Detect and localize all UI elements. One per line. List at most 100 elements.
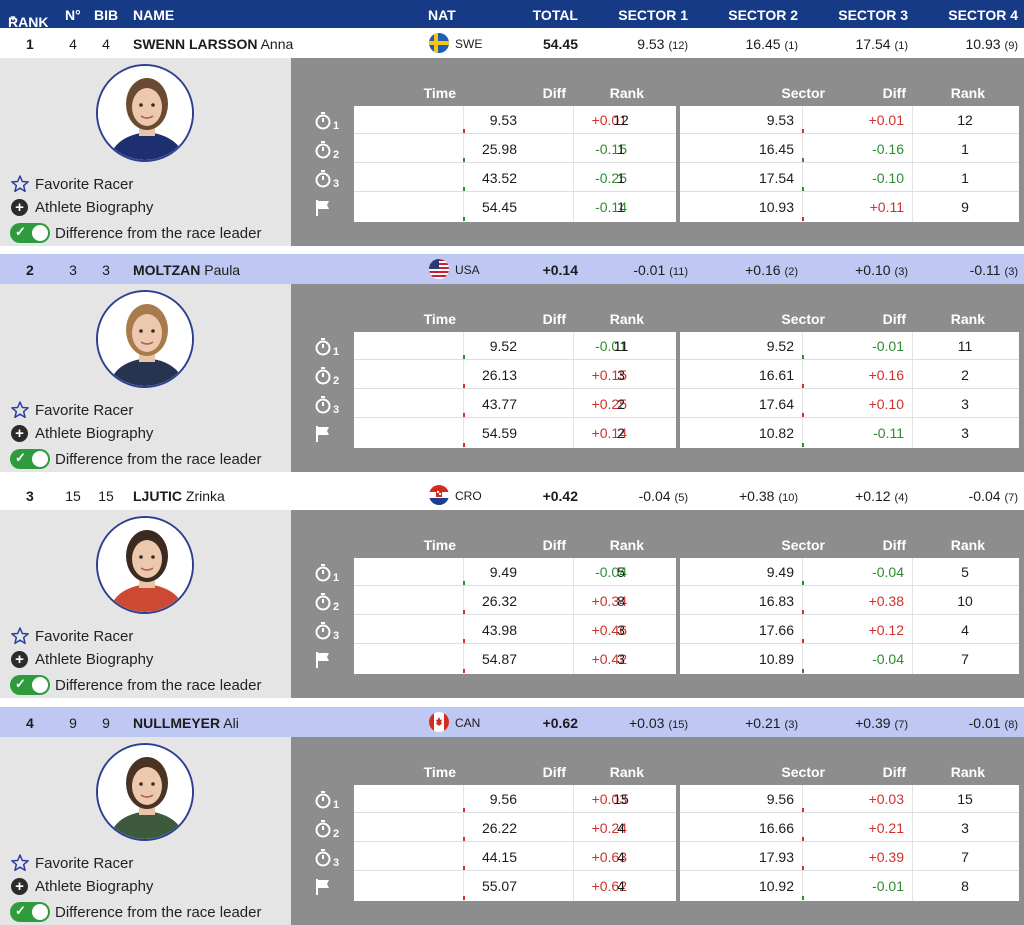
- name-column-header: NAME: [133, 7, 175, 23]
- difference-toggle-option[interactable]: ✓ Difference from the race leader: [10, 675, 262, 695]
- racer-rank: 3: [26, 488, 34, 504]
- split-number: 3: [333, 857, 340, 869]
- sector-rank: 11: [957, 338, 973, 354]
- racer-bib: 15: [98, 488, 114, 504]
- sector1-value: +0.03 (15): [629, 715, 688, 731]
- sector4-time: -0.11: [969, 262, 1001, 278]
- sector2-value: 16.45 (1): [746, 36, 799, 52]
- racer-name[interactable]: LJUTIC Zrinka: [133, 488, 225, 504]
- sector-time: 10.93: [758, 199, 794, 215]
- difference-toggle-option[interactable]: ✓ Difference from the race leader: [10, 223, 262, 243]
- country-flag-icon: [429, 712, 449, 732]
- sector-diff: -0.04: [872, 651, 904, 667]
- stopwatch-icon: 2: [315, 139, 343, 163]
- sector1-time: +0.03: [629, 715, 665, 731]
- sector-diff: -0.16: [872, 141, 904, 157]
- racer-summary-row[interactable]: 1 4 4 SWENN LARSSON Anna SWE 54.45 9.53 (12) 16.…: [0, 28, 1024, 58]
- sector-diff: +0.10: [868, 396, 904, 412]
- split-rank: 8: [617, 593, 625, 609]
- athlete-biography-link[interactable]: + Athlete Biography: [10, 425, 153, 442]
- stopwatch-icon: 3: [315, 847, 343, 871]
- racer-name[interactable]: NULLMEYER Ali: [133, 715, 239, 731]
- sector-row: 16.66 +0.21 3: [680, 814, 1019, 842]
- toggle-icon[interactable]: ✓: [10, 223, 50, 243]
- sector-column-header: Sector: [781, 764, 825, 780]
- stopwatch-icon: 2: [315, 365, 343, 389]
- sector-time: 17.66: [758, 622, 794, 638]
- split-time: 26.32: [481, 593, 517, 609]
- athlete-photo: [96, 64, 194, 162]
- star-icon: [11, 854, 29, 872]
- sector2-time: +0.21: [745, 715, 781, 731]
- racer-detail-panel: Favorite Racer + Athlete Biography ✓ Differe…: [0, 737, 1024, 925]
- split-rank: 3: [617, 622, 625, 638]
- racer-number: 9: [69, 715, 77, 731]
- difference-toggle-option[interactable]: ✓ Difference from the race leader: [10, 449, 262, 469]
- sector-time: 16.83: [758, 593, 794, 609]
- favorite-racer-button[interactable]: Favorite Racer: [10, 853, 133, 873]
- sector1-time: -0.01: [633, 262, 666, 278]
- racer-summary-row[interactable]: 4 9 9 NULLMEYER Ali CAN +0.62 +0.03 (15) +0.21 (3…: [0, 707, 1024, 737]
- difference-toggle-option[interactable]: ✓ Difference from the race leader: [10, 902, 262, 922]
- toggle-icon[interactable]: ✓: [10, 449, 50, 469]
- racer-nation: CRO: [455, 489, 482, 503]
- sector3-time: +0.12: [855, 488, 891, 504]
- athlete-biography-link[interactable]: + Athlete Biography: [10, 878, 153, 895]
- sector3-time: +0.10: [855, 262, 891, 278]
- stopwatch-icon: 3: [315, 620, 343, 644]
- sector2-value: +0.21 (3): [745, 715, 798, 731]
- diff-marker: [802, 443, 804, 447]
- sector-diff: +0.39: [868, 849, 904, 865]
- star-icon: [11, 401, 29, 419]
- favorite-racer-button[interactable]: Favorite Racer: [10, 400, 133, 420]
- sector-time: 17.93: [758, 849, 794, 865]
- splits-panel: Time Diff Rank Sector Diff Rank 1 2 3 9.56 +0.03 15…: [291, 737, 1024, 925]
- sector-row: 17.93 +0.39 7: [680, 843, 1019, 871]
- sector-times-table: 9.52 -0.01 11 16.61 +0.16 2 17.64 +0.10 3 10.82 -0…: [680, 332, 1019, 448]
- split-number: 3: [333, 404, 340, 416]
- racer-summary-row[interactable]: 3 15 15 LJUTIC Zrinka CRO +0.42 -0.04 (5) +0.38(…: [0, 480, 1024, 510]
- toggle-icon[interactable]: ✓: [10, 675, 50, 695]
- racer-nation: USA: [455, 263, 480, 277]
- sector-column-header: Sector: [781, 85, 825, 101]
- stopwatch-icon: 3: [315, 394, 343, 418]
- diff-marker: [463, 217, 465, 221]
- plus-circle-icon: +: [11, 425, 28, 442]
- racer-name[interactable]: MOLTZAN Paula: [133, 262, 240, 278]
- diff-marker: [802, 610, 804, 614]
- column-divider: [802, 558, 803, 674]
- athlete-biography-label: Athlete Biography: [35, 199, 154, 216]
- racer-number: 4: [69, 36, 77, 52]
- sector3-time: +0.39: [855, 715, 891, 731]
- sector-rank: 5: [961, 564, 969, 580]
- split-row: 9.52 -0.01 11: [354, 332, 676, 360]
- sector2-rank: (10): [778, 492, 798, 504]
- diff-marker: [802, 129, 804, 133]
- toggle-icon[interactable]: ✓: [10, 902, 50, 922]
- favorite-racer-button[interactable]: Favorite Racer: [10, 626, 133, 646]
- sector-time: 17.54: [758, 170, 794, 186]
- athlete-biography-link[interactable]: + Athlete Biography: [10, 199, 153, 216]
- diff-marker: [463, 669, 465, 673]
- favorite-racer-button[interactable]: Favorite Racer: [10, 174, 133, 194]
- sector-rank: 8: [961, 878, 969, 894]
- column-divider: [463, 785, 464, 901]
- difference-label: Difference from the race leader: [55, 224, 262, 242]
- racer-total: +0.42: [542, 488, 578, 504]
- racer-total: 54.45: [542, 36, 578, 52]
- diff-marker: [802, 217, 804, 221]
- sector3-rank: (1): [894, 40, 908, 52]
- athlete-biography-link[interactable]: + Athlete Biography: [10, 651, 153, 668]
- diff-marker: [802, 187, 804, 191]
- split-diff: +0.25: [591, 396, 627, 412]
- diff-marker: [463, 808, 465, 812]
- split-number: 1: [333, 572, 340, 584]
- sector-rank: 9: [961, 199, 969, 215]
- sector4-time: -0.01: [968, 715, 1001, 731]
- diff-marker: [802, 384, 804, 388]
- sector-rank: 7: [961, 849, 969, 865]
- racer-summary-row[interactable]: 2 3 3 MOLTZAN Paula USA +0.14 -0.01 (11) +0.16 (2…: [0, 254, 1024, 284]
- split-number: 1: [333, 346, 340, 358]
- racer-name[interactable]: SWENN LARSSON Anna: [133, 36, 293, 52]
- sector1-rank: (12): [668, 40, 688, 52]
